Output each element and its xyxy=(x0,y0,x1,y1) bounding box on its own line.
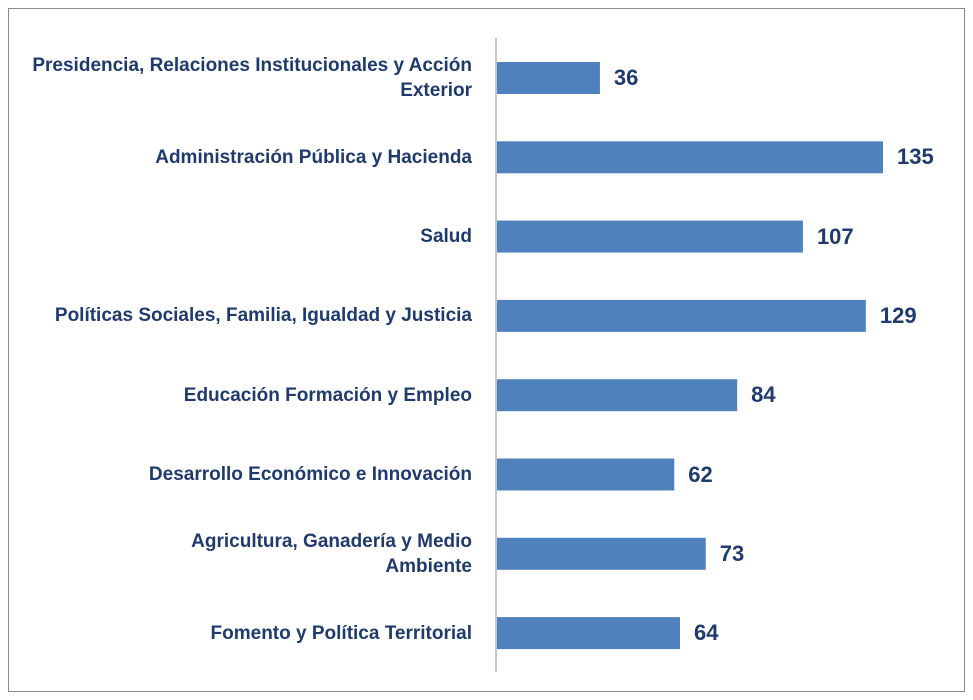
value-label: 107 xyxy=(816,223,854,249)
category-label: Políticas Sociales, Familia, Igualdad y … xyxy=(54,305,472,327)
value-label: 84 xyxy=(751,382,776,408)
value-label: 135 xyxy=(897,144,934,170)
bar xyxy=(497,220,803,253)
bar xyxy=(497,299,866,332)
value-label: 64 xyxy=(693,620,719,646)
value-label: 62 xyxy=(688,461,713,487)
bar xyxy=(497,141,883,174)
category-label: Presidencia, Relaciones Institucionales … xyxy=(32,55,472,101)
bar xyxy=(497,537,706,570)
bar xyxy=(497,617,680,650)
bar xyxy=(497,379,738,412)
value-label: 73 xyxy=(719,540,745,566)
category-label: Educación Formación y Empleo xyxy=(183,384,472,406)
category-label: Desarrollo Económico e Innovación xyxy=(148,464,472,485)
category-label: Fomento y Política Territorial xyxy=(210,622,472,644)
bar xyxy=(497,62,600,94)
category-label: Salud xyxy=(420,226,472,248)
category-label: Administración Pública y Hacienda xyxy=(155,146,472,168)
value-label: 36 xyxy=(613,65,639,90)
bar xyxy=(497,458,675,491)
value-label: 129 xyxy=(879,302,917,328)
category-label: Agricultura, Ganadería y Medio Ambiente xyxy=(191,530,472,577)
chart-frame xyxy=(8,8,965,692)
